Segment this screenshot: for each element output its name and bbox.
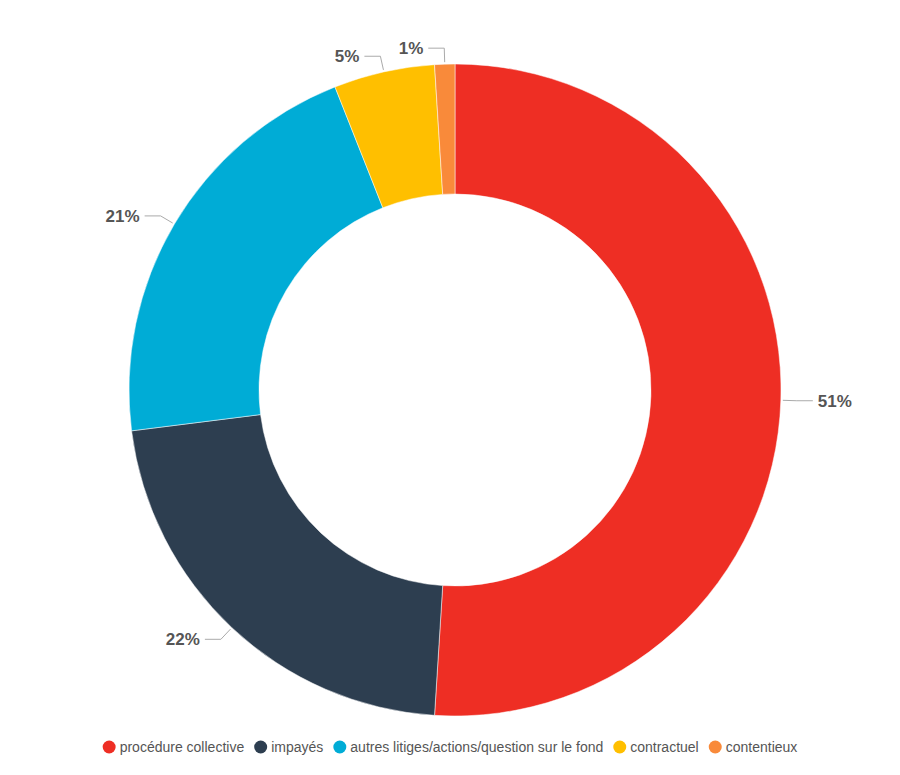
- data-label: 22%: [166, 630, 200, 649]
- legend-marker: [254, 741, 267, 754]
- legend-label: autres litiges/actions/question sur le f…: [350, 739, 603, 755]
- legend-marker: [333, 741, 346, 754]
- leader-line: [428, 48, 444, 62]
- chart: 51% 22% 21% 5% 1% procédure collective impayés…: [0, 0, 900, 775]
- data-label: 51%: [818, 392, 852, 411]
- leader-line: [783, 400, 813, 401]
- legend-label: contentieux: [726, 739, 798, 755]
- data-label: 1%: [399, 39, 424, 58]
- data-labels: 51% 22% 21% 5% 1%: [106, 39, 852, 649]
- legend-marker: [709, 741, 722, 754]
- leader-line: [205, 629, 231, 639]
- legend-marker: [613, 741, 626, 754]
- legend-marker: [103, 741, 116, 754]
- legend-label: impayés: [271, 739, 323, 755]
- slice: [435, 64, 455, 194]
- leader-line: [364, 56, 383, 70]
- legend-label: contractuel: [630, 739, 698, 755]
- slice: [335, 65, 443, 208]
- slice: [132, 415, 443, 716]
- slice: [435, 64, 781, 716]
- legend: procédure collective impayés autres litige…: [103, 739, 798, 755]
- slice: [129, 87, 383, 431]
- data-label: 21%: [106, 207, 140, 226]
- legend-label: procédure collective: [120, 739, 245, 755]
- data-label: 5%: [335, 47, 360, 66]
- leader-line: [145, 216, 173, 223]
- slices: [129, 64, 781, 716]
